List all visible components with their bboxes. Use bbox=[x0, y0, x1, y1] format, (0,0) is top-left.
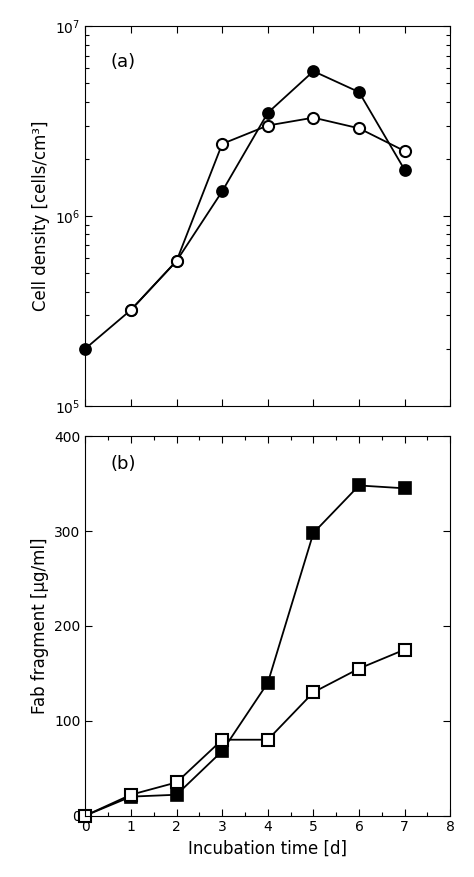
Y-axis label: Fab fragment [μg/ml]: Fab fragment [μg/ml] bbox=[30, 538, 48, 714]
Text: (a): (a) bbox=[111, 53, 136, 71]
X-axis label: Incubation time [d]: Incubation time [d] bbox=[188, 840, 347, 858]
Y-axis label: Cell density [cells/cm³]: Cell density [cells/cm³] bbox=[32, 121, 50, 311]
Text: (b): (b) bbox=[111, 455, 137, 473]
